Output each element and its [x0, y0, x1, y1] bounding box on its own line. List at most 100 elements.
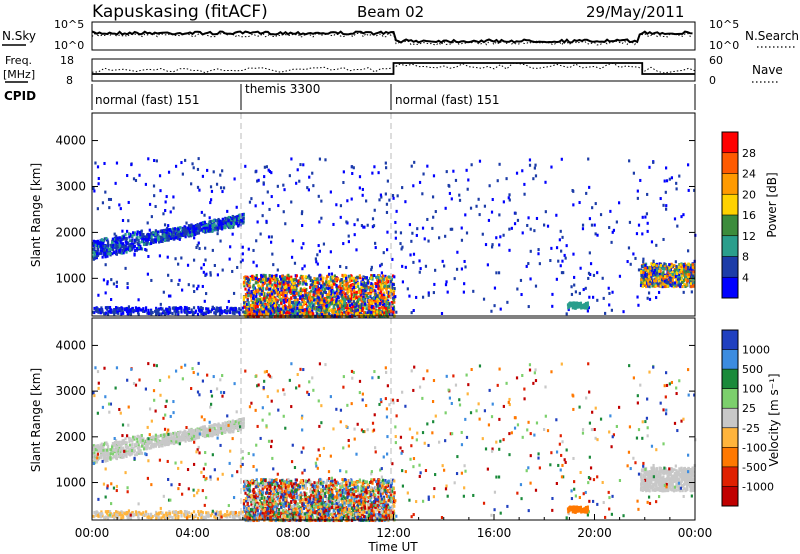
power-cell [570, 292, 574, 296]
power-cell [105, 248, 109, 252]
power-cell [372, 296, 376, 300]
power-cell [683, 278, 686, 282]
power-cell [241, 219, 244, 223]
power-cell [658, 269, 661, 273]
power-cell [213, 263, 216, 267]
power-cell [291, 300, 295, 304]
power-cell [319, 277, 322, 281]
power-cell [668, 266, 671, 270]
power-cell [345, 279, 348, 283]
power-cell [125, 250, 128, 254]
power-cell [391, 194, 395, 198]
power-cell [401, 280, 405, 284]
power-cell [185, 306, 188, 310]
power-cell [391, 282, 394, 286]
power-cell [674, 260, 677, 264]
power-cell [301, 298, 304, 302]
power-cell [534, 284, 538, 288]
power-cell [187, 310, 190, 314]
power-cell [312, 306, 315, 310]
power-cell [374, 289, 377, 293]
power-cell [627, 246, 631, 250]
power-cell [315, 277, 318, 281]
power-cell [326, 296, 329, 300]
power-cell [387, 306, 390, 310]
power-cell [144, 247, 147, 251]
power-cell [277, 280, 281, 284]
power-cell [388, 198, 391, 202]
power-cell [508, 227, 511, 231]
power-cell [247, 247, 250, 251]
power-cell [410, 239, 413, 243]
power-cell [237, 215, 240, 219]
power-cell [378, 198, 381, 202]
power-cell [499, 307, 502, 311]
power-cell [308, 301, 311, 305]
power-cell [361, 193, 364, 197]
power-cell [206, 307, 209, 311]
nave-right-tick-bottom: 0 [709, 74, 716, 87]
power-cell [381, 280, 384, 284]
power-cell [210, 308, 214, 312]
power-cell [316, 262, 319, 266]
power-cell [678, 174, 681, 178]
power-cell [426, 164, 429, 168]
power-cell [147, 157, 150, 161]
power-cell [116, 306, 119, 310]
power-cell [278, 295, 281, 299]
power-cell [106, 254, 109, 258]
power-cell [325, 300, 329, 304]
freq-left-label: Freq. [5, 54, 32, 67]
power-cell [373, 274, 376, 278]
power-cell [276, 287, 280, 291]
power-cell [274, 301, 277, 305]
power-cell [202, 226, 205, 230]
power-cell [273, 291, 276, 295]
power-cell [93, 189, 96, 193]
power-cell [247, 288, 250, 292]
power-cell [383, 311, 386, 315]
power-cell [432, 215, 435, 219]
power-cell [328, 281, 331, 285]
power-cell [133, 231, 136, 235]
power-cell [276, 300, 279, 304]
power-cell [133, 252, 136, 256]
power-cell [557, 259, 560, 263]
power-cell [572, 203, 575, 207]
power-cell [338, 303, 342, 307]
power-cell [374, 281, 377, 285]
power-cell [339, 301, 342, 305]
power-cell [318, 287, 321, 291]
power-cell [266, 295, 269, 299]
noise-right-label: N.Search [745, 29, 799, 43]
power-cell [255, 264, 258, 268]
power-cell [362, 304, 365, 308]
power-cell [611, 290, 614, 294]
power-cell [396, 194, 399, 198]
power-cell [371, 302, 374, 306]
power-cell [515, 171, 519, 175]
power-cell [386, 179, 389, 183]
power-cell [118, 244, 121, 248]
power-cell [584, 306, 587, 310]
power-cell [313, 276, 316, 280]
power-cell [538, 262, 541, 266]
power-cell [233, 311, 236, 315]
power-cell [373, 291, 376, 295]
power-cell [339, 280, 342, 284]
power-cell [177, 230, 180, 234]
power-cell [535, 216, 539, 220]
power-cell [379, 294, 382, 298]
power-cell [372, 285, 375, 289]
power-cell [267, 287, 270, 291]
power-cell [431, 226, 434, 230]
power-cell [177, 235, 180, 239]
power-cell [320, 308, 323, 312]
power-cell [523, 192, 526, 196]
power-cell [104, 246, 107, 250]
power-cell [122, 247, 125, 251]
power-cell [637, 223, 641, 227]
y-tick-label: 1000 [55, 271, 86, 285]
power-cell [353, 281, 357, 285]
power-cell [529, 249, 532, 253]
